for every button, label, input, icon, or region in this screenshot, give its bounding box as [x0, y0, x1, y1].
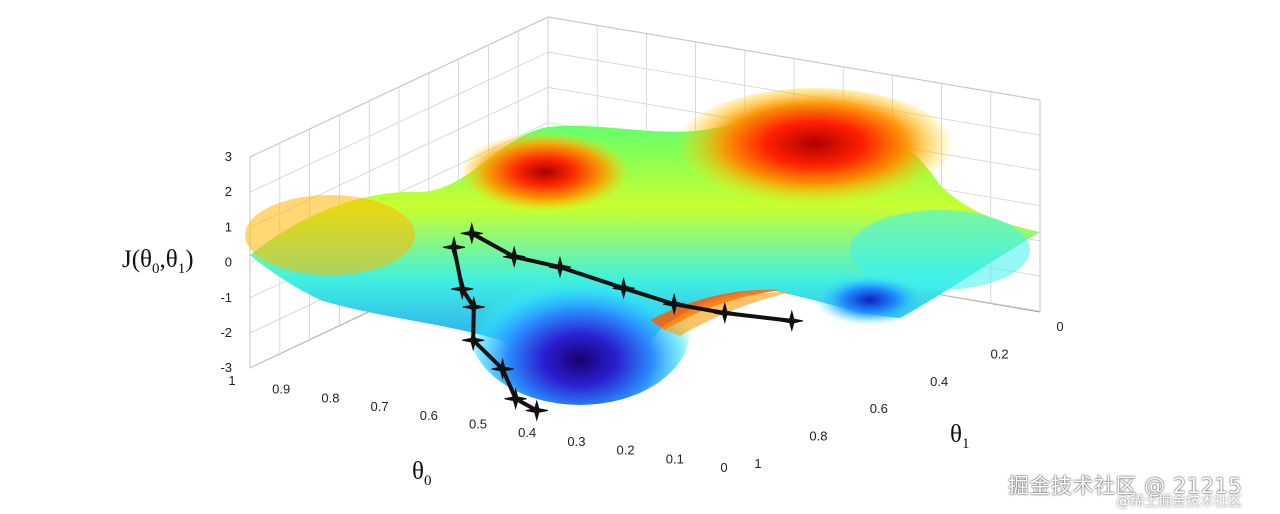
z-tick-label: 3	[225, 149, 232, 164]
grid-line	[249, 16, 549, 158]
cost-surface	[245, 88, 1040, 405]
watermark: 掘金技术社区 @ 21215	[1008, 474, 1243, 498]
star-marker	[503, 245, 526, 268]
theta0-tick-label: 0.7	[371, 399, 389, 414]
theta1-tick-label: 0.2	[991, 346, 1009, 361]
theta1-tick-label: 0	[1056, 319, 1063, 334]
grid-line	[249, 51, 549, 193]
star-marker	[460, 222, 483, 245]
theta0-tick-label: 0.3	[567, 434, 585, 449]
theta1-axis-label: θ1	[950, 421, 969, 452]
theta0-tick-label: 0	[720, 460, 727, 475]
z-tick-label: -3	[220, 360, 232, 375]
star-marker	[442, 235, 466, 259]
star-marker	[462, 328, 485, 352]
theta1-tick-label: 0.4	[930, 374, 948, 389]
star-marker	[548, 255, 572, 279]
watermark-sub: @稀土掘金技术社区	[1116, 494, 1242, 510]
theta0-tick-label: 0.9	[272, 382, 290, 397]
star-marker	[780, 309, 803, 333]
theta0-tick-label: 0.8	[321, 390, 339, 405]
theta0-tick-label: 1	[228, 373, 235, 388]
grid-line	[547, 16, 1041, 101]
theta0-axis-ticks: 1 0.9 0.8 0.7 0.6 0.5 0.4 0.3 0.2 0.1 0	[228, 373, 727, 475]
star-marker	[462, 295, 485, 319]
theta1-tick-label: 0.6	[870, 401, 888, 416]
z-tick-label: 2	[225, 184, 232, 199]
star-marker	[451, 277, 474, 301]
theta0-tick-label: 0.5	[469, 417, 487, 432]
star-marker	[525, 399, 548, 422]
star-marker	[663, 292, 686, 316]
theta0-tick-label: 0.6	[420, 408, 438, 423]
z-axis-ticks: 3 2 1 0 -1 -2 -3	[220, 149, 232, 375]
z-tick-label: -2	[220, 325, 232, 340]
star-marker	[491, 357, 514, 381]
theta0-tick-label: 0.1	[666, 451, 684, 466]
z-tick-label: 1	[225, 219, 232, 234]
theta0-tick-label: 0.2	[617, 443, 635, 458]
theta1-axis-ticks: 0 0.2 0.4 0.6 0.8 1	[754, 319, 1063, 471]
gradient-descent-paths	[442, 222, 803, 422]
z-tick-label: -1	[220, 290, 232, 305]
theta0-tick-label: 0.4	[518, 425, 536, 440]
star-marker	[612, 276, 635, 300]
star-marker	[504, 387, 527, 411]
theta0-axis-label: θ0	[412, 458, 431, 489]
star-marker	[713, 301, 736, 325]
theta1-tick-label: 0.8	[809, 429, 827, 444]
z-tick-label: 0	[225, 255, 232, 270]
theta1-tick-label: 1	[754, 456, 761, 471]
cost-axis-label: J(θ0,θ1)	[122, 246, 194, 277]
